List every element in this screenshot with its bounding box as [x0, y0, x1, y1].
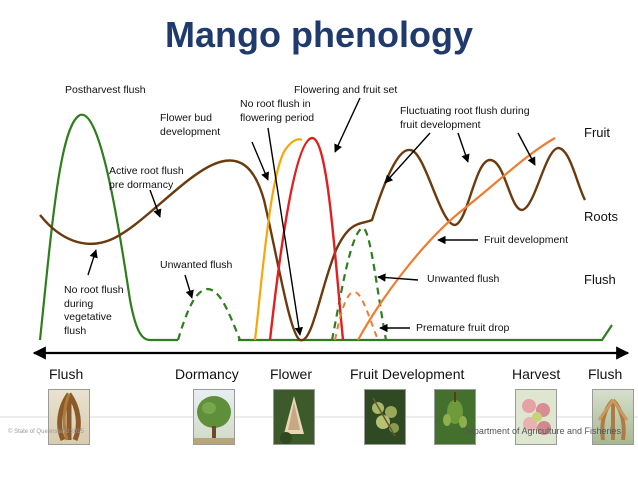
roots-curve-label: Roots [584, 209, 618, 224]
page-title: Mango phenology [165, 14, 473, 55]
flush-curve-postharvest [38, 113, 151, 342]
annotation-arrows [87, 97, 536, 336]
flush-curve-label: Flush [584, 272, 616, 287]
unwanted-flush-right-curve [330, 226, 388, 341]
copyright-text: © State of Queensland 2015 [8, 429, 84, 435]
stage-dormancy: Dormancy [175, 366, 239, 382]
stage-flower: Flower [270, 366, 313, 382]
stage-flush-start: Flush [49, 366, 84, 382]
postharvest-flush-label: Postharvest flush [65, 84, 146, 96]
unwanted-flush-right-label: Unwanted flush [427, 273, 500, 285]
no-root-flush-vegetative-line-3: vegetative [64, 311, 112, 323]
premature-fruit-drop-label: Premature fruit drop [416, 322, 510, 334]
fluctuating-root-flush-label: Fluctuating root flush during fruit deve… [400, 105, 530, 132]
flush-baseline [150, 324, 613, 342]
active-root-flush-line-1: Active root flush [109, 165, 184, 177]
flower-bud-development-line-2: development [160, 125, 221, 138]
flush-photo [48, 389, 90, 445]
flower-bud-curve [253, 138, 303, 341]
department-text: Department of Agriculture and Fisheries [462, 426, 621, 436]
fruit-curve-label: Fruit [584, 125, 610, 140]
unwanted-flush-left-label: Unwanted flush [160, 259, 233, 271]
no-root-flush-flowering-line-1: No root flush in [240, 98, 311, 110]
flush-end-photo [592, 389, 634, 445]
no-root-flush-flowering-label: No root flush in flowering period [240, 98, 314, 125]
flower-bud-development-line-1: Flower bud [160, 112, 212, 124]
fruit-development-photo-2 [434, 389, 476, 445]
no-root-flush-vegetative-line-4: flush [64, 324, 87, 337]
premature-fruit-drop-curve [334, 290, 379, 341]
no-root-flush-flowering-line-2: flowering period [240, 111, 315, 124]
roots-curve [39, 146, 587, 342]
stage-flush-end: Flush [588, 366, 623, 382]
fruit-curve [357, 137, 556, 341]
no-root-flush-vegetative-line-2: during [64, 297, 94, 310]
stage-harvest: Harvest [512, 366, 561, 382]
fluctuating-root-flush-line-1: Fluctuating root flush during [400, 105, 530, 117]
no-root-flush-vegetative-line-1: No root flush [64, 284, 124, 296]
fruit-development-photo-1 [364, 389, 406, 445]
no-root-flush-vegetative-label: No root flush during vegetative flush [64, 284, 124, 338]
active-root-flush-label: Active root flush pre dormancy [109, 165, 184, 192]
dormancy-photo [193, 389, 235, 445]
active-root-flush-line-2: pre dormancy [109, 178, 174, 191]
unwanted-flush-left-curve [176, 287, 242, 341]
flowering-curve [268, 136, 345, 341]
flowering-fruit-set-label: Flowering and fruit set [294, 84, 398, 96]
harvest-photo [515, 389, 557, 445]
stage-fruit-development: Fruit Development [350, 366, 465, 382]
flower-bud-development-label: Flower bud development [160, 112, 220, 139]
fruit-development-label: Fruit development [484, 234, 569, 246]
flower-photo [273, 389, 315, 445]
fluctuating-root-flush-line-2: fruit development [400, 118, 481, 131]
